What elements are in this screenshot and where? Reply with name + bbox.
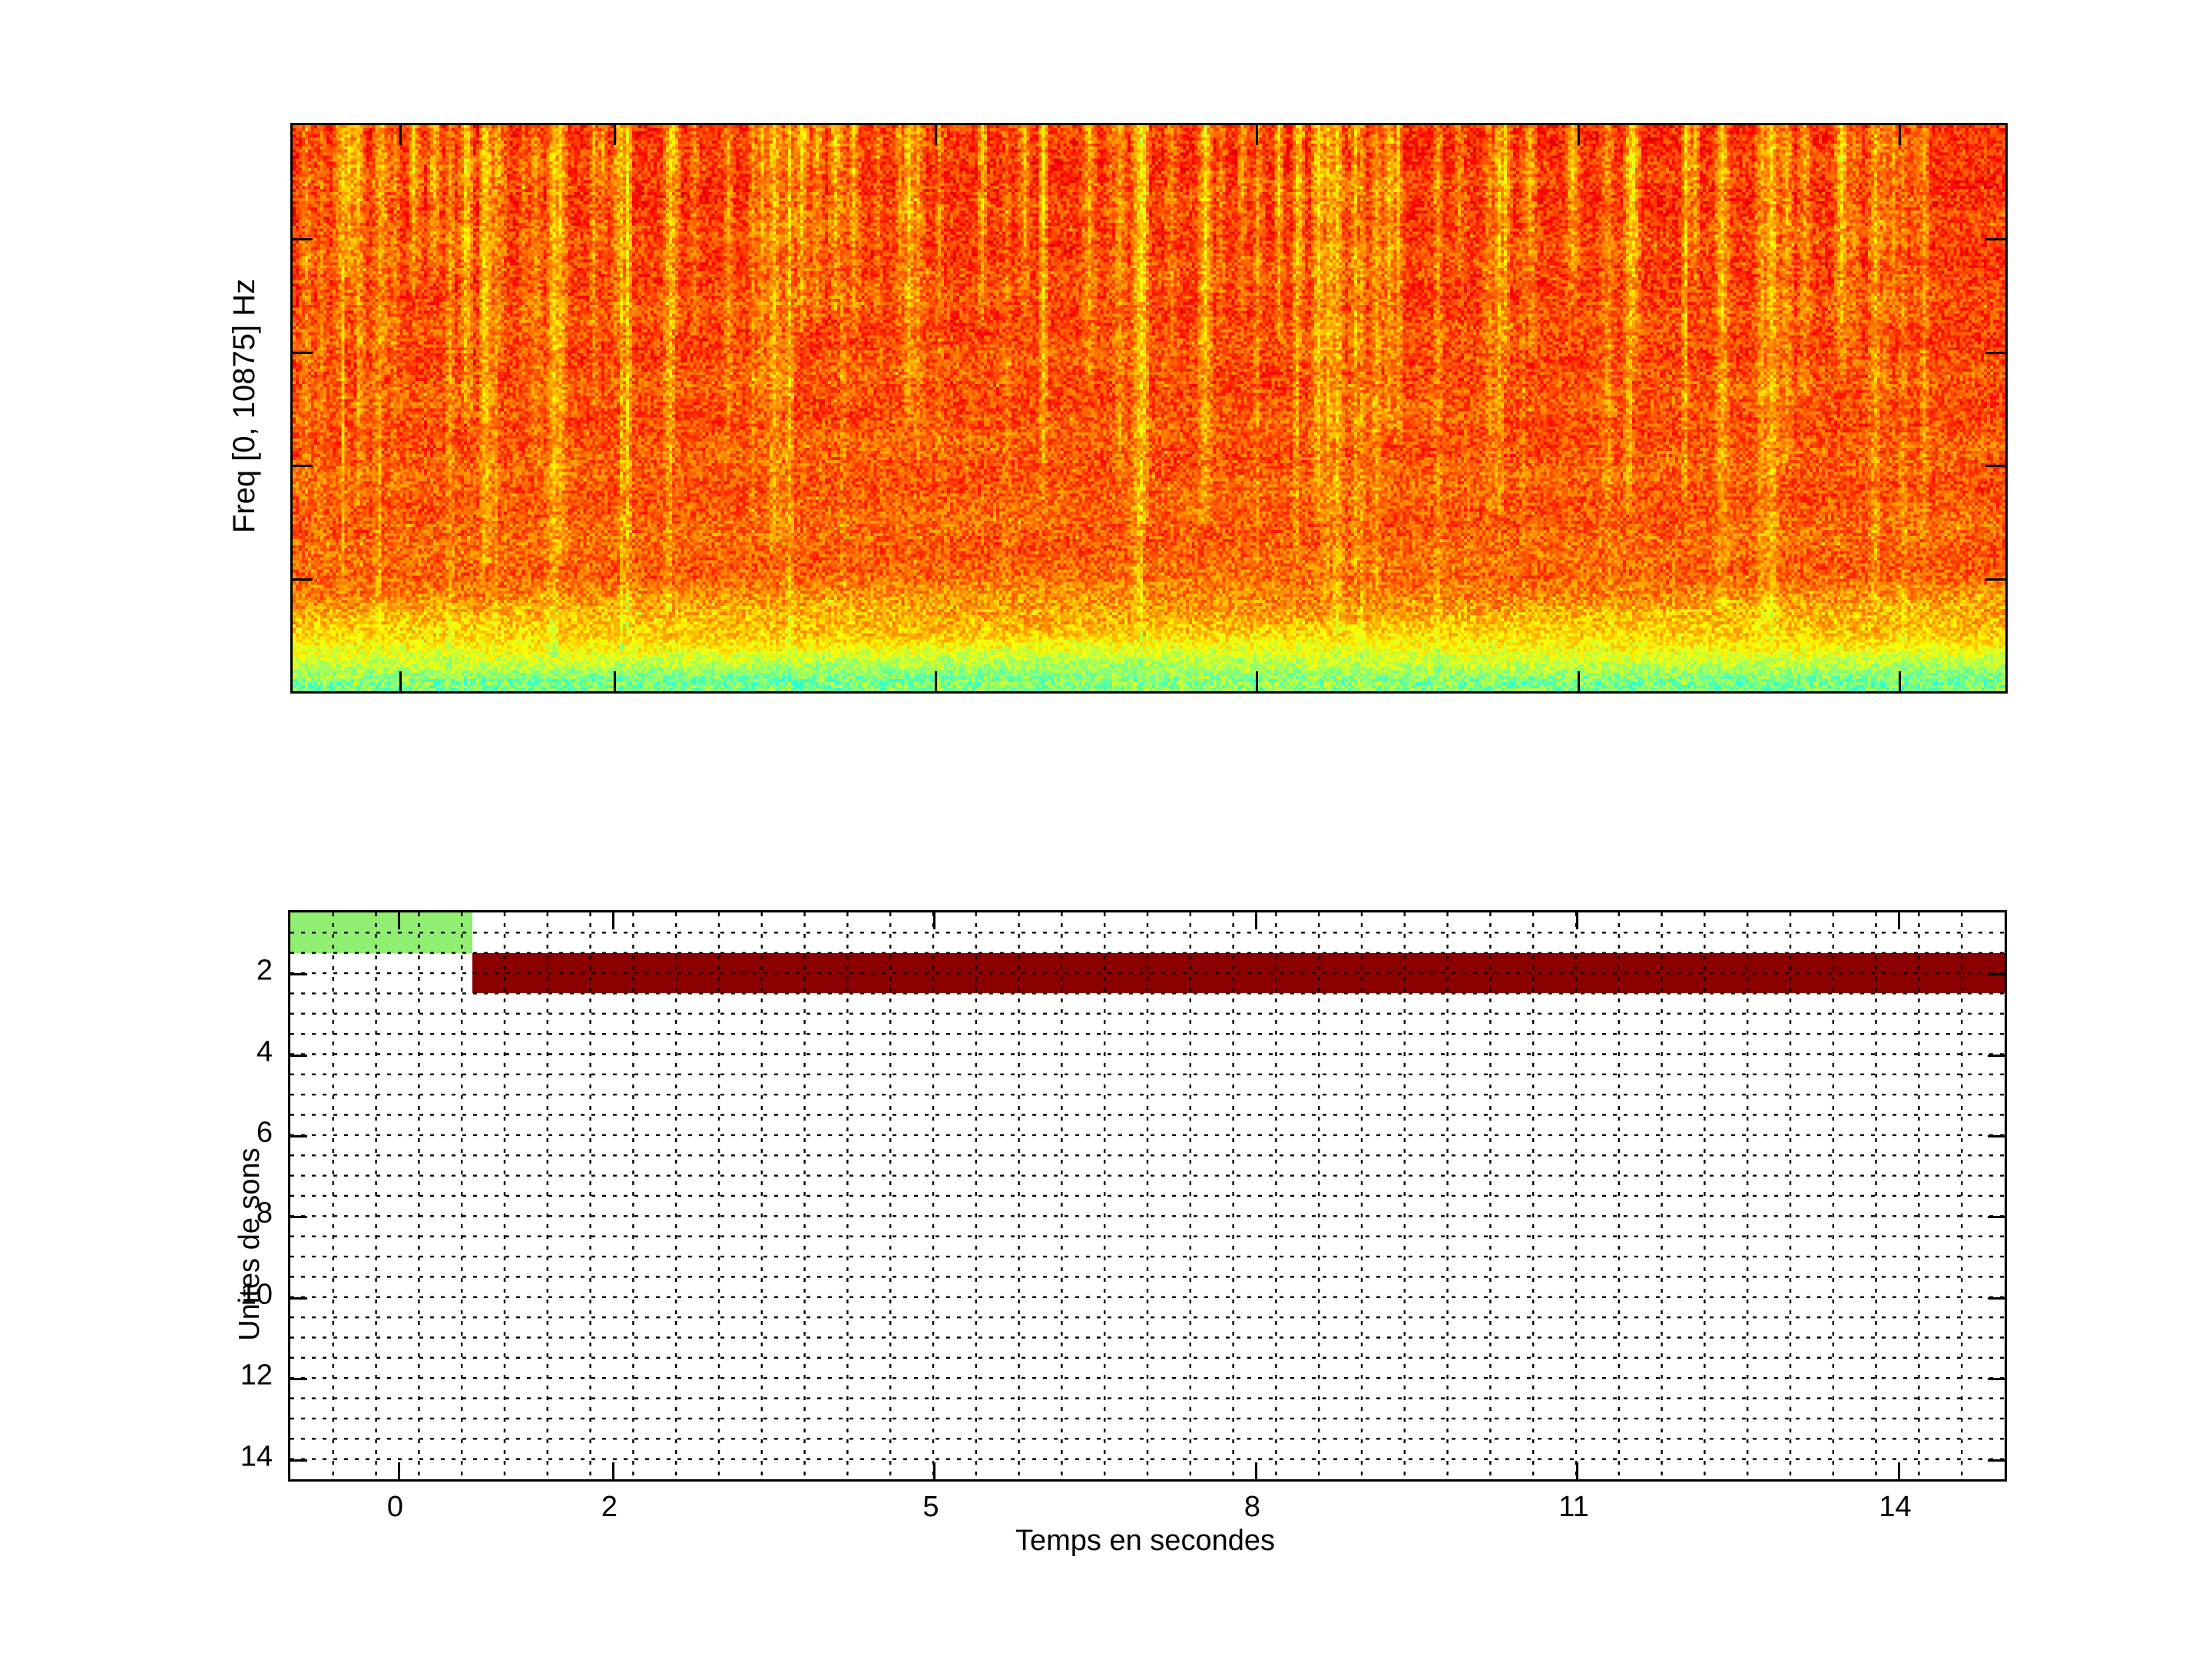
units-x-tick [1254,912,1257,929]
units-x-tick [933,912,935,929]
units-y-tick-label: 12 [240,1359,273,1392]
units-y-tick-label: 10 [240,1278,273,1311]
units-y-tick [290,1216,307,1219]
spectrogram-x-tick [1578,671,1580,691]
units-y-tick [290,1296,307,1300]
units-x-tick [1254,1462,1257,1479]
units-y-tick-label: 4 [256,1035,273,1068]
units-y-tick-label: 6 [256,1116,273,1149]
units-y-tick [1988,1296,2005,1300]
spectrogram-x-tick [1899,125,1901,145]
units-y-tick-label: 2 [256,954,273,987]
spectrogram-y-tick [293,465,313,467]
spectrogram-y-tick [1985,352,2005,354]
units-x-tick-label: 2 [601,1491,618,1523]
spectrogram-x-tick [399,671,402,691]
units-x-axis-label: Temps en secondes [1015,1525,1275,1557]
units-y-tick [1988,1378,2005,1381]
spectrogram-y-tick [1985,578,2005,581]
spectrogram-y-tick [293,578,313,581]
units-x-tick-label: 5 [922,1491,939,1523]
units-y-tick [1988,1134,2005,1137]
spectrogram-axes [290,123,2008,694]
units-x-tick [933,1462,935,1479]
spectrogram-x-tick [935,671,937,691]
spectrogram-x-tick [1578,125,1580,145]
units-y-tick [1988,1459,2005,1462]
unit-segment-bar-2 [472,952,2005,994]
spectrogram-image [293,125,2005,691]
units-x-tick [1576,1462,1578,1479]
units-y-tick [290,1459,307,1462]
unit-segment-bar-1 [290,912,473,953]
units-y-tick [290,1134,307,1137]
spectrogram-y-tick [293,238,313,240]
units-axes [288,910,2007,1482]
spectrogram-x-tick [614,671,616,691]
spectrogram-x-tick [935,125,937,145]
spectrogram-y-tick [293,352,313,354]
spectrogram-y-tick [1985,465,2005,467]
units-y-tick [1988,1054,2005,1057]
spectrogram-x-tick [1256,671,1258,691]
units-x-tick [1576,912,1578,929]
units-x-tick-label: 8 [1243,1491,1261,1523]
units-x-tick [1897,912,1900,929]
units-x-tick [1897,1462,1900,1479]
units-y-tick [1988,973,2005,976]
spectrogram-y-axis-label: Freq [0, 10875] Hz [227,278,261,534]
spectrogram-x-tick [1256,125,1258,145]
units-x-tick [611,912,614,929]
units-x-tick-label: 14 [1879,1491,1912,1523]
units-y-tick-label: 8 [256,1197,273,1230]
units-x-tick-label: 11 [1558,1491,1589,1523]
units-y-tick [290,1054,307,1057]
units-x-tick [397,1462,400,1479]
units-x-tick [611,1462,614,1479]
spectrogram-x-tick [399,125,402,145]
units-gridlines [290,912,2005,1479]
spectrogram-x-tick [614,125,616,145]
units-x-tick-label: 0 [386,1491,404,1523]
units-y-tick-label: 14 [240,1440,273,1473]
units-y-tick [1988,1216,2005,1219]
units-y-tick [290,973,307,976]
spectrogram-y-tick [1985,238,2005,240]
units-y-tick [290,1378,307,1381]
spectrogram-x-tick [1899,671,1901,691]
units-x-tick [397,912,400,929]
